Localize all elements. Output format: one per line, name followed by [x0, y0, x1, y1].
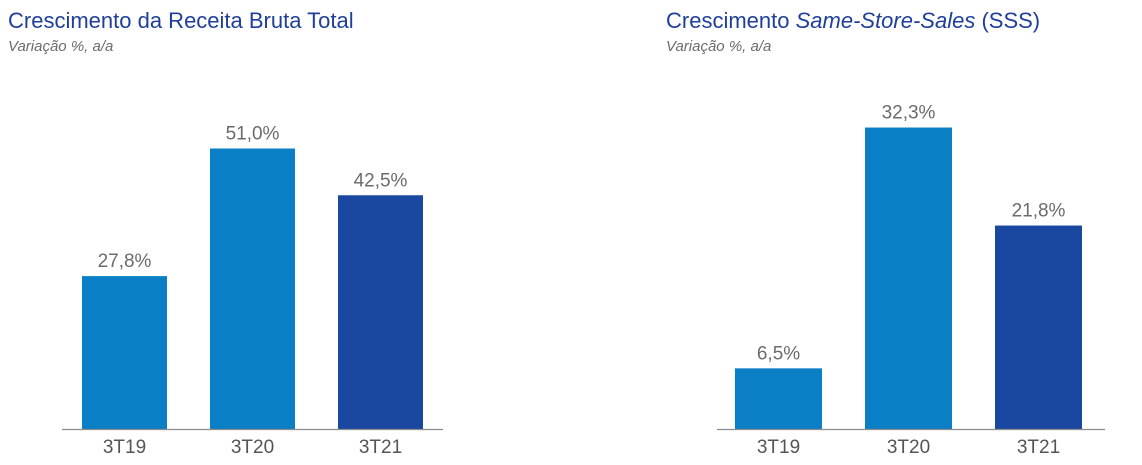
chart-title-main: Crescimento	[666, 8, 796, 33]
chart-title: Crescimento Same-Store-Sales (SSS)	[666, 8, 1040, 34]
chart-subtitle: Variação %, a/a	[666, 38, 772, 55]
bar-3t19	[735, 368, 822, 429]
x-tick-label: 3T20	[231, 437, 274, 458]
bar-3t20	[865, 127, 952, 430]
chart-title-italic: Same-Store-Sales	[795, 8, 976, 33]
bar-3t21	[995, 225, 1082, 429]
data-label: 32,3%	[882, 103, 936, 124]
x-tick-label: 3T21	[1017, 437, 1060, 458]
data-label: 27,8%	[98, 251, 152, 272]
bar-3t20	[210, 148, 295, 429]
x-tick-label: 3T19	[103, 437, 146, 458]
bar-chart-sss: 6,5% 3T19 32,3% 3T20 21,8% 3T21	[717, 103, 1105, 458]
chart-panel-receita-bruta: Crescimento da Receita Bruta Total Varia…	[8, 8, 443, 458]
bar-3t21	[338, 195, 423, 429]
data-label: 6,5%	[757, 343, 800, 364]
bar-chart-receita-bruta: 27,8% 3T19 51,0% 3T20 42,5% 3T21	[62, 124, 443, 458]
chart-panel-sss: Crescimento Same-Store-Sales (SSS) Varia…	[571, 0, 1142, 465]
data-label: 21,8%	[1012, 201, 1066, 222]
data-label: 51,0%	[226, 124, 280, 145]
chart-subtitle: Variação %, a/a	[8, 38, 114, 55]
x-tick-label: 3T20	[887, 437, 930, 458]
bar-3t19	[82, 276, 167, 429]
x-tick-label: 3T21	[359, 437, 402, 458]
chart-title: Crescimento da Receita Bruta Total	[8, 8, 354, 33]
x-tick-label: 3T19	[757, 437, 800, 458]
chart-title-tail: (SSS)	[975, 8, 1041, 33]
data-label: 42,5%	[354, 170, 408, 191]
